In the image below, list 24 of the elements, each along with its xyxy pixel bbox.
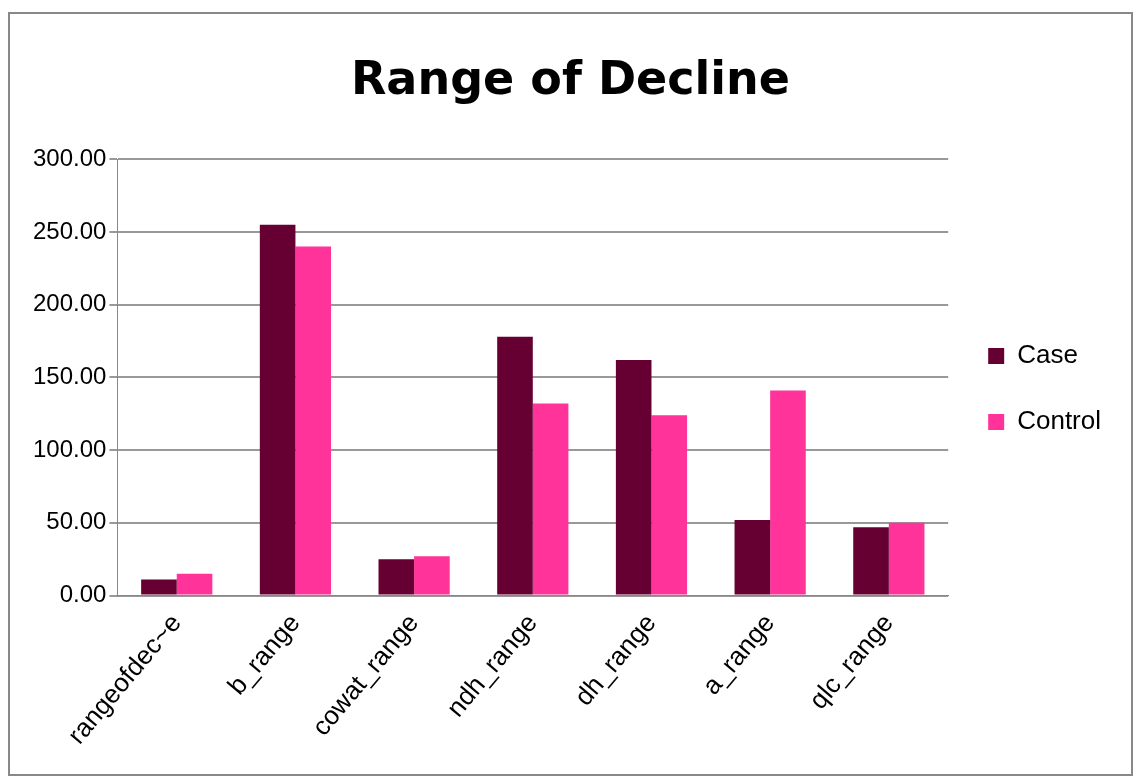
bar — [888, 522, 925, 595]
legend-label: Case — [1017, 339, 1078, 370]
y-tick-label: 150.00 — [33, 362, 107, 390]
bar — [414, 556, 450, 595]
chart-title: Range of Decline — [350, 50, 791, 105]
bar — [615, 359, 652, 595]
bar — [770, 390, 806, 595]
legend-label: Control — [1017, 405, 1102, 436]
bar — [497, 336, 533, 595]
bar — [651, 415, 688, 595]
y-tick-label: 50.00 — [46, 507, 107, 535]
y-tick-label: 0.00 — [59, 580, 107, 608]
bar — [141, 579, 177, 595]
y-tick-label: 250.00 — [33, 216, 107, 244]
y-tick-label: 200.00 — [33, 289, 107, 317]
bar — [734, 519, 771, 595]
bar — [532, 403, 569, 595]
y-tick-label: 300.00 — [33, 143, 107, 171]
bar — [176, 573, 213, 595]
bar — [378, 559, 415, 595]
bar — [259, 224, 296, 595]
y-tick-label: 100.00 — [33, 434, 107, 462]
bar — [295, 246, 332, 595]
bar — [853, 527, 889, 595]
